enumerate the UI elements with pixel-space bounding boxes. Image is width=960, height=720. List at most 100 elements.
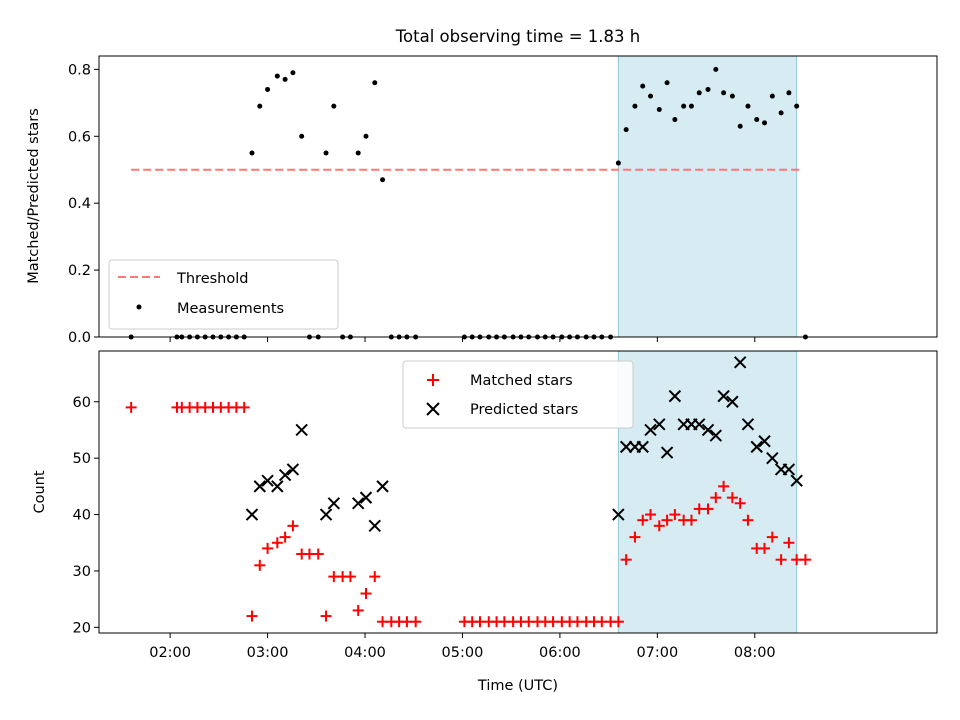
bottom-legend: Matched stars Predicted stars bbox=[402, 360, 634, 429]
matched-point bbox=[360, 588, 372, 600]
count-points bbox=[125, 356, 811, 628]
xtick-label: 05:00 bbox=[442, 645, 484, 661]
predicted-point-b bbox=[717, 389, 730, 403]
bottom-ytick-label: 40 bbox=[73, 508, 91, 524]
predicted-point bbox=[726, 395, 739, 408]
xtick-label: 03:00 bbox=[247, 645, 289, 661]
measurement-point bbox=[705, 86, 711, 92]
matched-point bbox=[369, 571, 381, 583]
predicted-point-b bbox=[758, 435, 771, 448]
measurement-point bbox=[648, 93, 654, 99]
predicted-point-b bbox=[612, 508, 625, 521]
legend-matched-swatch bbox=[427, 374, 439, 386]
matched-point bbox=[344, 571, 356, 583]
xtick-label: 06:00 bbox=[539, 645, 581, 661]
measurement-point bbox=[778, 110, 784, 116]
bottom-ytick-label: 20 bbox=[73, 620, 91, 636]
predicted-point bbox=[668, 389, 682, 403]
bottom-ytick-label: 30 bbox=[73, 564, 91, 580]
matched-point bbox=[620, 554, 632, 566]
measurement-point bbox=[729, 93, 735, 99]
top-ytick-label: 0.2 bbox=[68, 263, 91, 279]
predicted-point bbox=[271, 480, 284, 493]
measurement-point bbox=[769, 93, 775, 99]
predicted-point bbox=[750, 440, 763, 454]
measurement-point bbox=[745, 103, 751, 109]
matched-point bbox=[271, 537, 283, 549]
legend-predicted-swatch bbox=[426, 402, 440, 416]
bottom-axes-frame bbox=[98, 350, 938, 634]
measurement-point bbox=[323, 150, 329, 156]
top-legend: Threshold Measurements bbox=[108, 259, 339, 330]
legend-measurements-swatch bbox=[136, 304, 142, 310]
measurement-point bbox=[265, 86, 271, 92]
measurement-point bbox=[274, 73, 280, 79]
matched-point bbox=[759, 542, 771, 554]
matched-point bbox=[653, 520, 665, 532]
matched-point bbox=[766, 531, 778, 543]
predicted-point-b bbox=[351, 497, 365, 510]
xtick-label: 02:00 bbox=[149, 645, 191, 661]
measurement-point bbox=[762, 120, 768, 126]
measurement-point bbox=[623, 127, 629, 133]
top-legend-frame bbox=[108, 259, 339, 330]
predicted-point bbox=[709, 429, 723, 442]
matched-point bbox=[718, 480, 730, 492]
matched-point bbox=[661, 514, 673, 526]
predicted-point bbox=[758, 435, 771, 448]
xtick-label: 07:00 bbox=[636, 645, 678, 661]
bottom-legend-frame bbox=[402, 360, 634, 429]
matched-point bbox=[287, 520, 299, 532]
predicted-point bbox=[733, 356, 747, 369]
measurement-point bbox=[794, 103, 800, 109]
predicted-point-b bbox=[327, 497, 341, 510]
predicted-point bbox=[278, 468, 292, 482]
matched-point bbox=[629, 531, 641, 543]
matched-point bbox=[612, 616, 624, 628]
predicted-point bbox=[717, 389, 730, 403]
matched-point bbox=[685, 514, 697, 526]
top-y-axis-label: Matched/Predicted stars bbox=[26, 108, 42, 284]
matched-point bbox=[637, 514, 649, 526]
predicted-point-b bbox=[782, 463, 796, 476]
predicted-point bbox=[782, 463, 796, 476]
predicted-point-b bbox=[359, 491, 373, 504]
predicted-point-b bbox=[653, 418, 666, 431]
measurement-point bbox=[632, 103, 638, 109]
legend-threshold-label: Threshold bbox=[176, 271, 248, 287]
measurement-point bbox=[257, 103, 263, 109]
measurement-point bbox=[656, 107, 662, 113]
predicted-point bbox=[644, 423, 657, 437]
measurement-point bbox=[713, 66, 719, 72]
measurement-point bbox=[299, 133, 305, 139]
predicted-point-b bbox=[660, 446, 674, 459]
predicted-point-b bbox=[701, 423, 715, 437]
measurement-point bbox=[363, 133, 369, 139]
matched-point bbox=[320, 610, 332, 622]
predicted-point bbox=[619, 440, 633, 454]
bottom-ytick-label: 60 bbox=[73, 395, 91, 411]
chart-title: Total observing time = 1.83 h bbox=[395, 27, 640, 46]
bottom-x-ticks: 02:00 03:00 04:00 05:00 06:00 07:00 08:00 bbox=[149, 633, 776, 661]
predicted-point bbox=[368, 519, 381, 533]
bottom-panel: 20 30 40 50 60 02:00 03:00 04:00 05:00 06:00 07:0… bbox=[32, 350, 938, 694]
predicted-point-b bbox=[278, 468, 292, 482]
predicted-point-b bbox=[733, 356, 747, 369]
matched-point bbox=[702, 503, 714, 515]
matched-point bbox=[726, 492, 738, 504]
measurement-point bbox=[249, 150, 255, 156]
measurement-point bbox=[372, 80, 378, 86]
matched-point bbox=[742, 514, 754, 526]
measurement-point bbox=[696, 90, 702, 96]
predicted-point bbox=[295, 423, 308, 437]
predicted-point-b bbox=[619, 440, 633, 454]
matched-point bbox=[799, 554, 811, 566]
matched-point bbox=[645, 509, 657, 521]
predicted-point bbox=[253, 480, 266, 493]
predicted-point-b bbox=[726, 395, 739, 408]
measurement-point bbox=[640, 83, 646, 89]
matched-point bbox=[352, 604, 364, 616]
matched-point bbox=[783, 537, 795, 549]
measurement-point bbox=[615, 160, 621, 166]
